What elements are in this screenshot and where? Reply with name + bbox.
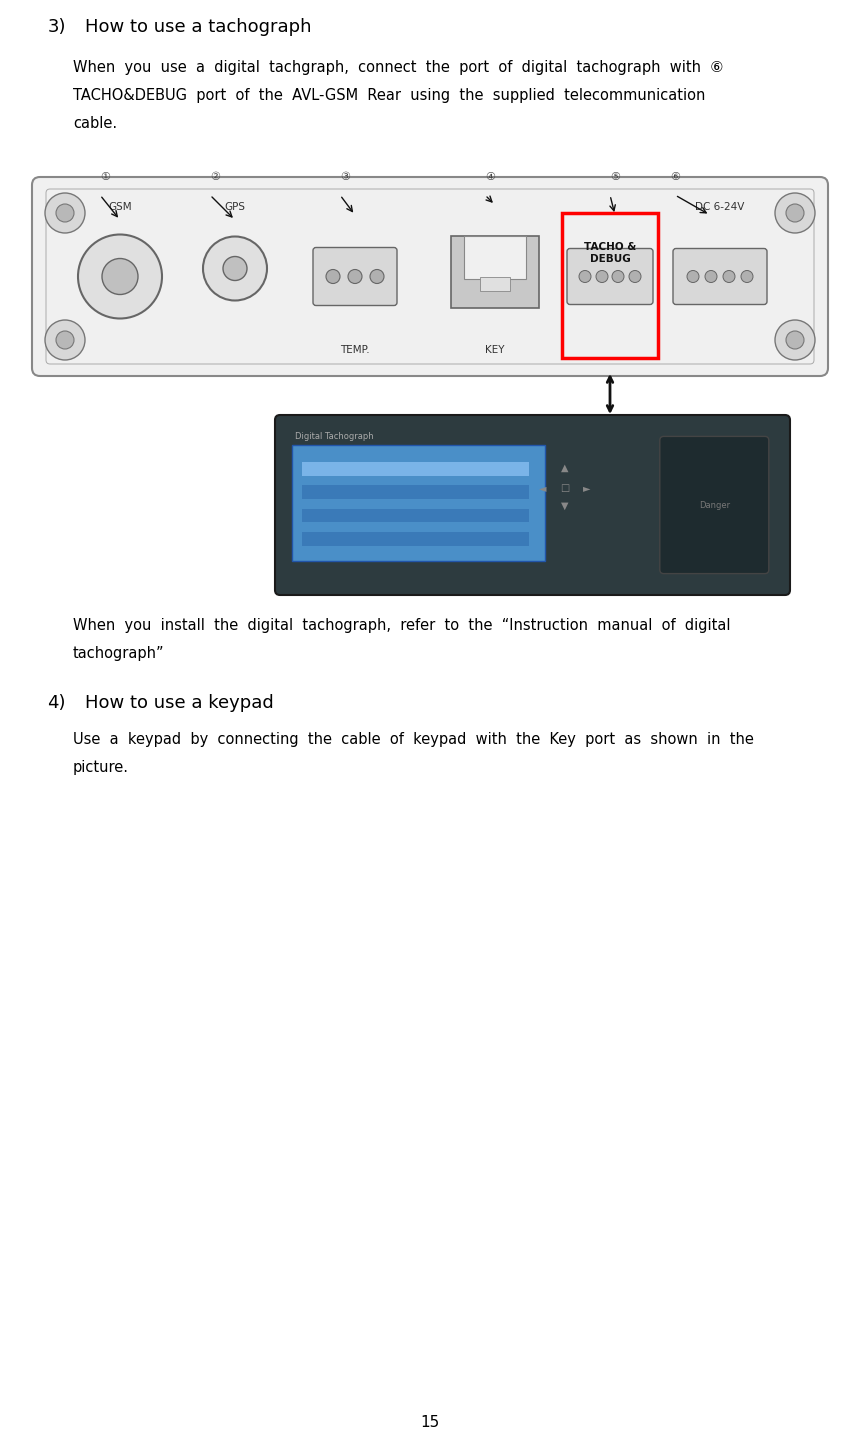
FancyBboxPatch shape bbox=[313, 247, 397, 305]
Circle shape bbox=[223, 257, 247, 280]
Bar bbox=[562, 213, 658, 359]
Text: cable.: cable. bbox=[73, 116, 117, 131]
Circle shape bbox=[596, 270, 608, 283]
Circle shape bbox=[102, 258, 138, 295]
Text: picture.: picture. bbox=[73, 759, 129, 775]
Text: ▲: ▲ bbox=[561, 463, 568, 473]
Circle shape bbox=[370, 270, 384, 283]
Text: ④: ④ bbox=[485, 171, 495, 182]
Text: How to use a keypad: How to use a keypad bbox=[85, 694, 274, 711]
Circle shape bbox=[78, 235, 162, 318]
Text: tachograph”: tachograph” bbox=[73, 646, 165, 661]
Circle shape bbox=[579, 270, 591, 283]
Text: □: □ bbox=[560, 484, 569, 494]
FancyBboxPatch shape bbox=[567, 248, 653, 305]
Circle shape bbox=[629, 270, 641, 283]
Text: Use  a  keypad  by  connecting  the  cable  of  keypad  with  the  Key  port  as: Use a keypad by connecting the cable of … bbox=[73, 732, 754, 746]
Bar bbox=[302, 485, 530, 499]
Circle shape bbox=[56, 203, 74, 222]
Circle shape bbox=[775, 193, 815, 232]
Text: Digital Tachograph: Digital Tachograph bbox=[295, 433, 373, 441]
Text: ⑥: ⑥ bbox=[670, 171, 680, 182]
Circle shape bbox=[723, 270, 735, 283]
Text: DEBUG: DEBUG bbox=[590, 254, 630, 263]
Text: 4): 4) bbox=[47, 694, 66, 711]
Circle shape bbox=[687, 270, 699, 283]
Text: ◄: ◄ bbox=[538, 484, 546, 494]
Text: When  you  use  a  digital  tachgraph,  connect  the  port  of  digital  tachogr: When you use a digital tachgraph, connec… bbox=[73, 60, 723, 76]
Text: How to use a tachograph: How to use a tachograph bbox=[85, 17, 312, 36]
Text: ►: ► bbox=[583, 484, 590, 494]
Circle shape bbox=[203, 237, 267, 301]
FancyBboxPatch shape bbox=[660, 437, 769, 574]
Bar bbox=[302, 462, 530, 476]
Text: TACHO&DEBUG  port  of  the  AVL-GSM  Rear  using  the  supplied  telecommunicati: TACHO&DEBUG port of the AVL-GSM Rear usi… bbox=[73, 89, 705, 103]
FancyBboxPatch shape bbox=[673, 248, 767, 305]
Circle shape bbox=[348, 270, 362, 283]
Text: When  you  install  the  digital  tachograph,  refer  to  the  “Instruction  man: When you install the digital tachograph,… bbox=[73, 619, 731, 633]
Circle shape bbox=[775, 319, 815, 360]
Circle shape bbox=[45, 319, 85, 360]
FancyBboxPatch shape bbox=[32, 177, 828, 376]
Circle shape bbox=[741, 270, 753, 283]
Bar bbox=[302, 508, 530, 523]
Circle shape bbox=[326, 270, 340, 283]
Text: ①: ① bbox=[100, 171, 110, 182]
Bar bbox=[292, 444, 544, 560]
Bar bbox=[302, 531, 530, 546]
Text: 15: 15 bbox=[421, 1416, 439, 1430]
Bar bbox=[464, 235, 525, 279]
Text: TACHO &: TACHO & bbox=[584, 241, 636, 251]
Circle shape bbox=[786, 203, 804, 222]
Text: DC 6-24V: DC 6-24V bbox=[696, 202, 745, 212]
Text: 3): 3) bbox=[47, 17, 66, 36]
Text: ②: ② bbox=[210, 171, 220, 182]
Bar bbox=[451, 235, 539, 308]
Text: ③: ③ bbox=[340, 171, 350, 182]
Text: KEY: KEY bbox=[485, 346, 505, 354]
Circle shape bbox=[705, 270, 717, 283]
Text: Danger: Danger bbox=[698, 501, 730, 510]
Circle shape bbox=[612, 270, 624, 283]
Text: GSM: GSM bbox=[108, 202, 132, 212]
Circle shape bbox=[786, 331, 804, 348]
Text: TEMP.: TEMP. bbox=[341, 346, 370, 354]
Text: ▼: ▼ bbox=[561, 501, 568, 511]
FancyBboxPatch shape bbox=[275, 415, 790, 595]
Circle shape bbox=[45, 193, 85, 232]
Bar bbox=[480, 277, 510, 290]
Circle shape bbox=[56, 331, 74, 348]
Text: GPS: GPS bbox=[224, 202, 245, 212]
Text: ⑤: ⑤ bbox=[610, 171, 620, 182]
